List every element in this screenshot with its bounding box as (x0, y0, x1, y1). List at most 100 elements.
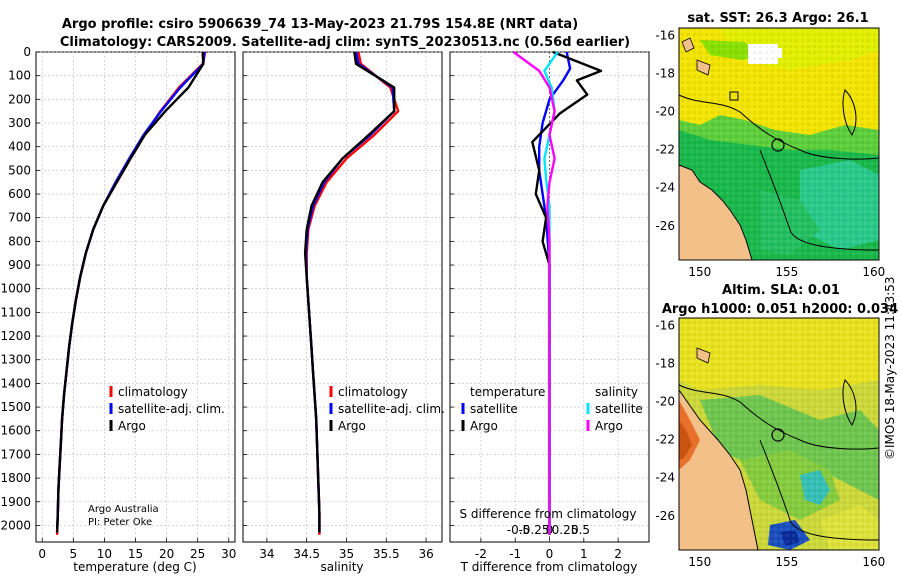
salinity-legend: climatology satellite-adj. clim. Argo (329, 385, 445, 433)
series-line-salinity-argo (512, 51, 556, 535)
x-tick-label: 1 (580, 547, 588, 561)
s-x-tick-label: 0.25 (552, 523, 579, 537)
sla-lon-tick-labels: 150 155 160 (688, 555, 885, 569)
series-line-argo (303, 51, 396, 533)
depth-tick-label: 600 (8, 187, 31, 201)
depth-tick-label: 700 (8, 211, 31, 225)
lat-tick-label: -22 (655, 143, 675, 157)
depth-tick-label: 300 (8, 116, 31, 130)
depth-tick-label: 200 (8, 92, 31, 106)
salinity-grid (243, 51, 442, 542)
temperature-xlabel: temperature (deg C) (73, 560, 196, 574)
depth-tick-label: 900 (8, 258, 31, 272)
temperature-tick-labels: 0 5 10 15 20 25 30 (38, 547, 236, 561)
figure-title-line1: Argo profile: csiro 5906639_74 13-May-20… (62, 17, 578, 32)
temperature-profile-panel: 0100200300400500600700800900100011001200… (0, 45, 236, 574)
depth-tick-label: 800 (8, 234, 31, 248)
x-tick-label: 0 (546, 547, 554, 561)
x-tick-label: 34 (259, 547, 274, 561)
lat-tick-label: -18 (655, 67, 675, 81)
salinity-lines (303, 51, 400, 535)
depth-tick-label: 400 (8, 140, 31, 154)
depth-tick-label: 2000 (0, 518, 31, 532)
x-tick-label: 15 (128, 547, 143, 561)
legend-satellite: satellite-adj. clim. (118, 402, 225, 416)
sst-lat-tick-labels: -16 -18 -20 -22 -24 -26 (655, 29, 675, 233)
figure-title-line2: Climatology: CARS2009. Satellite-adj cli… (60, 35, 630, 50)
legend-salinity-satellite: satellite (595, 402, 643, 416)
legend-salinity-title: salinity (595, 385, 638, 399)
legend-temperature-satellite: satellite (470, 402, 518, 416)
sla-map-panel: Altim. SLA: 0.01 Argo h1000: 0.051 h2000… (655, 283, 898, 569)
sla-map-title-line2: Argo h1000: 0.051 h2000: 0.034 (662, 302, 898, 317)
difference-legend-salinity: salinity satellite Argo (586, 385, 643, 433)
depth-tick-label: 0 (23, 45, 31, 59)
depth-tick-label: 500 (8, 163, 31, 177)
lat-tick-label: -20 (655, 105, 675, 119)
sla-map-title-line1: Altim. SLA: 0.01 (722, 283, 840, 298)
s-difference-xlabel: S difference from climatology (460, 507, 637, 521)
lat-tick-label: -16 (655, 319, 675, 333)
lon-tick-label: 160 (862, 555, 885, 569)
series-line-argo (55, 51, 205, 533)
s-x-tick-label: -0.25 (518, 523, 549, 537)
legend-temperature-title: temperature (470, 385, 545, 399)
credit-line2: PI: Peter Oke (88, 517, 152, 528)
depth-tick-label: 1500 (0, 400, 31, 414)
x-tick-label: 10 (97, 547, 112, 561)
legend-climatology: climatology (338, 385, 408, 399)
difference-tick-labels: -2 -1 0 1 2 (475, 547, 622, 561)
depth-tick-label: 1400 (0, 376, 31, 390)
legend-salinity-argo: Argo (595, 419, 623, 433)
x-tick-label: 35 (339, 547, 354, 561)
lat-tick-label: -20 (655, 395, 675, 409)
lat-tick-label: -16 (655, 29, 675, 43)
lat-tick-label: -22 (655, 433, 675, 447)
s-x-tick-label: 0.5 (571, 523, 590, 537)
depth-tick-label: 1600 (0, 424, 31, 438)
difference-legend-temperature: temperature satellite Argo (461, 385, 545, 433)
temperature-legend: climatology satellite-adj. clim. Argo (109, 385, 225, 433)
sst-map-title: sat. SST: 26.3 Argo: 26.1 (687, 11, 868, 26)
legend-argo: Argo (118, 419, 146, 433)
t-difference-xlabel: T difference from climatology (460, 560, 638, 574)
difference-profile-panel: -2 -1 0 1 2 -0.5-0.25 0 0.250.5 T difference f… (449, 50, 650, 574)
lon-tick-label: 150 (688, 265, 711, 279)
legend-climatology: climatology (118, 385, 188, 399)
salinity-profile-panel: 34 34.5 35 35.5 36 salinity climatology sate… (242, 51, 445, 574)
lat-tick-label: -26 (655, 509, 675, 523)
x-tick-label: 2 (614, 547, 622, 561)
lat-tick-label: -18 (655, 357, 675, 371)
lon-tick-label: 150 (688, 555, 711, 569)
depth-tick-labels: 0 100 200 300 400 500 600 700 800 900 1000 1100 1200… (0, 45, 31, 532)
lat-tick-label: -24 (655, 471, 675, 485)
depth-tick-label: 1900 (0, 495, 31, 509)
legend-satellite: satellite-adj. clim. (338, 402, 445, 416)
sst-map-panel: sat. SST: 26.3 Argo: 26.1 150 155 160 -16-… (655, 11, 885, 279)
sst-lon-tick-labels: 150 155 160 (688, 265, 885, 279)
x-tick-label: 25 (190, 547, 205, 561)
depth-tick-label: 1300 (0, 353, 31, 367)
sla-lat-tick-labels: -16 -18 -20 -22 -24 -26 (655, 319, 675, 523)
depth-tick-label: 1700 (0, 447, 31, 461)
legend-argo: Argo (338, 419, 366, 433)
legend-temperature-argo: Argo (470, 419, 498, 433)
temperature-grid (36, 51, 235, 542)
lat-tick-label: -24 (655, 181, 675, 195)
s-x-tick-label: -0.5 (507, 523, 530, 537)
x-tick-label: 0 (38, 547, 46, 561)
x-tick-label: 35.5 (373, 547, 400, 561)
lon-tick-label: 155 (775, 555, 798, 569)
sst-argo-marker (771, 138, 785, 152)
x-tick-label: -2 (475, 547, 487, 561)
lat-tick-label: -26 (655, 219, 675, 233)
x-tick-label: 20 (159, 547, 174, 561)
depth-tick-label: 1800 (0, 471, 31, 485)
x-tick-label: 34.5 (293, 547, 320, 561)
temperature-lines (55, 51, 207, 535)
credit-line1: Argo Australia (88, 504, 159, 515)
salinity-xlabel: salinity (320, 560, 363, 574)
x-tick-label: 30 (221, 547, 236, 561)
depth-tick-label: 1100 (0, 305, 31, 319)
